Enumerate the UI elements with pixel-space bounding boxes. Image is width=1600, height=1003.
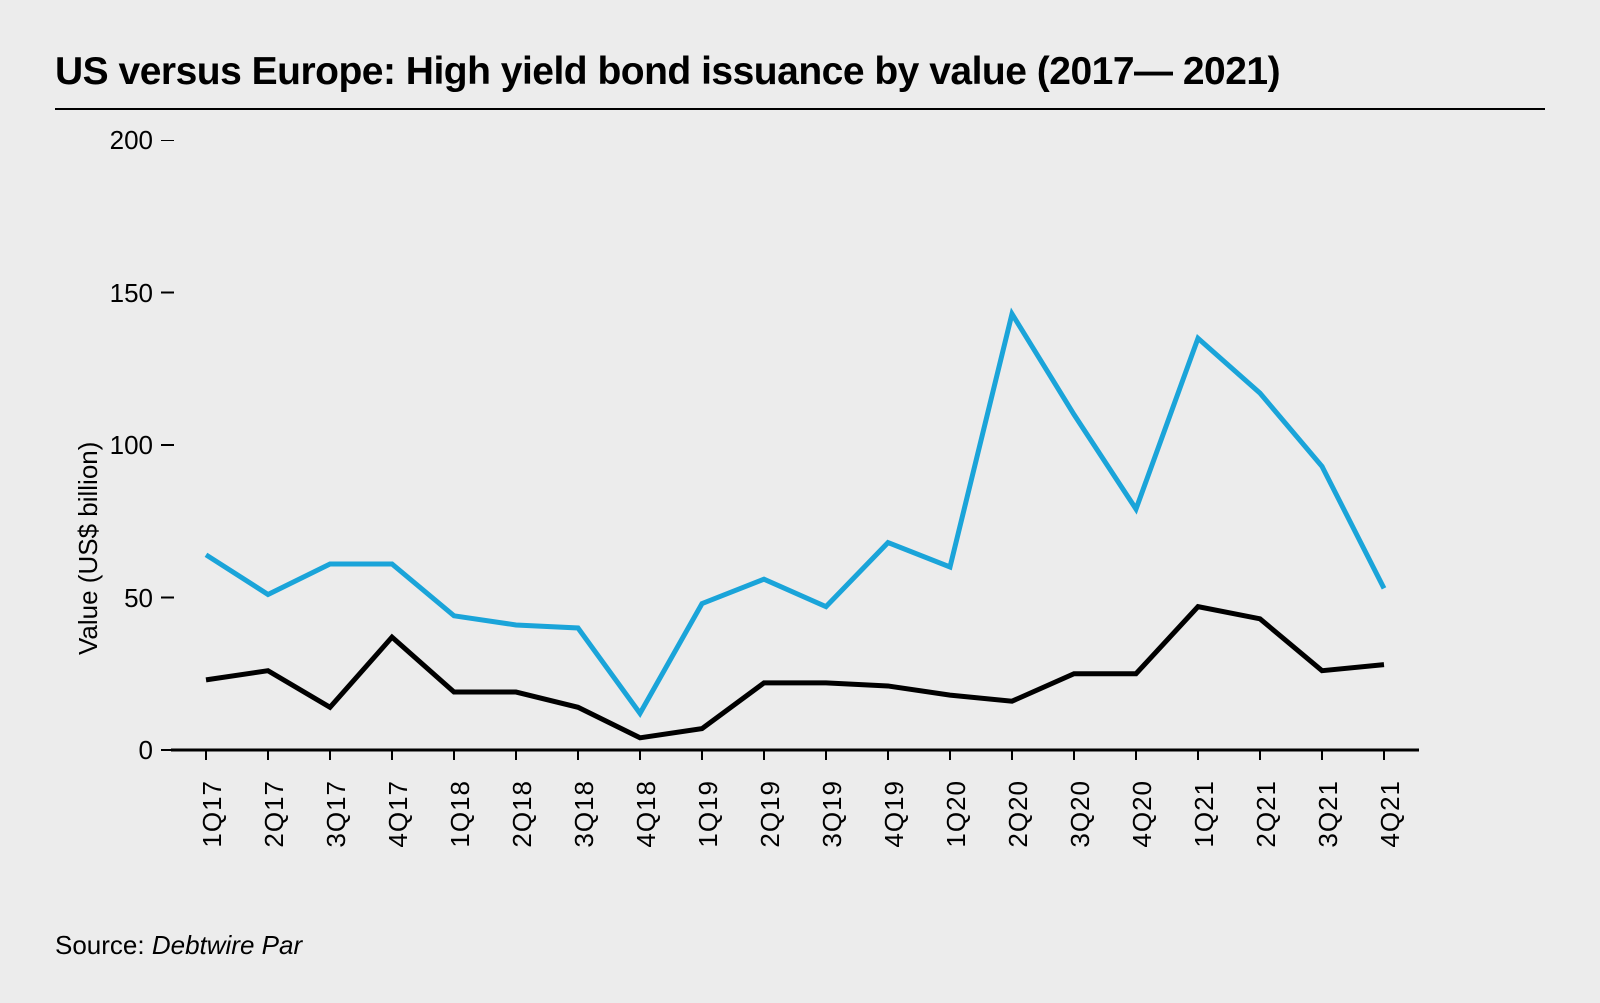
title-underline	[55, 108, 1545, 110]
source-attribution: Source: Debtwire Par	[55, 930, 302, 961]
x-tick-label: 2Q21	[1251, 780, 1282, 860]
x-tick-label: 1Q21	[1189, 780, 1220, 860]
x-tick-label: 2Q17	[259, 780, 290, 860]
x-tick-label: 4Q19	[879, 780, 910, 860]
x-tick-label: 2Q18	[507, 780, 538, 860]
x-tick-label: 3Q20	[1065, 780, 1096, 860]
x-tick-label: 4Q20	[1127, 780, 1158, 860]
line-chart-svg	[65, 140, 1420, 760]
y-tick-label: 100	[65, 430, 153, 461]
chart-frame: US versus Europe: High yield bond issuan…	[0, 0, 1600, 1003]
x-tick-label: 3Q18	[569, 780, 600, 860]
x-tick-label: 3Q21	[1313, 780, 1344, 860]
x-tick-label: 1Q19	[693, 780, 724, 860]
x-tick-label: 1Q17	[197, 780, 228, 860]
y-axis-label: Value (US$ billion)	[73, 442, 104, 655]
y-tick-label: 0	[65, 735, 153, 766]
chart-title: US versus Europe: High yield bond issuan…	[55, 50, 1545, 108]
source-value: Debtwire Par	[152, 930, 302, 960]
chart-area: Value (US$ billion) 050100150200 1Q172Q1…	[65, 140, 1420, 890]
y-tick-label: 150	[65, 278, 153, 309]
x-tick-label: 3Q17	[321, 780, 352, 860]
x-tick-label: 1Q20	[941, 780, 972, 860]
x-tick-label: 3Q19	[817, 780, 848, 860]
x-tick-label: 2Q20	[1003, 780, 1034, 860]
x-tick-label: 4Q21	[1375, 780, 1406, 860]
source-label: Source:	[55, 930, 152, 960]
y-tick-label: 50	[65, 583, 153, 614]
x-tick-label: 2Q19	[755, 780, 786, 860]
x-tick-label: 1Q18	[445, 780, 476, 860]
x-tick-label: 4Q18	[631, 780, 662, 860]
x-tick-label: 4Q17	[383, 780, 414, 860]
y-tick-label: 200	[65, 125, 153, 156]
